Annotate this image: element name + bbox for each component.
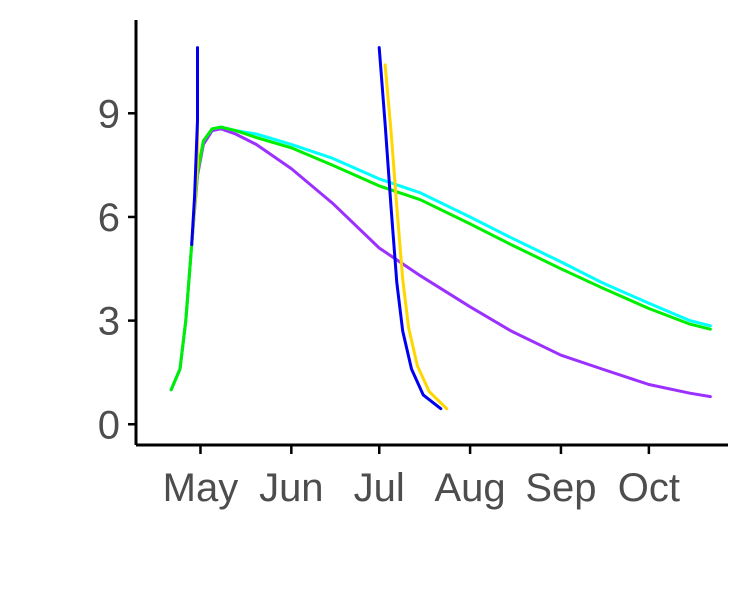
series-layer [169,46,712,411]
series-line-5 [190,46,443,411]
y-tick-label: 6 [98,196,120,240]
y-tick-label: 3 [98,300,120,344]
x-tick-label: Jul [354,466,405,510]
y-axis-ticks: 0 3 6 9 [98,92,136,447]
x-tick-label: Aug [435,466,506,510]
y-tick-label: 0 [98,403,120,447]
x-tick-label: Oct [618,466,680,510]
x-tick-label: Jun [259,466,324,510]
x-tick-label: Sep [525,466,596,510]
series-line-1 [169,127,712,399]
x-tick-label: May [163,466,239,510]
series-line-3 [169,125,712,392]
y-tick-label: 9 [98,92,120,136]
axis-layer [134,20,728,447]
series-line-2 [169,125,712,392]
x-axis-ticks: May Jun Jul Aug Sep Oct [163,445,680,510]
